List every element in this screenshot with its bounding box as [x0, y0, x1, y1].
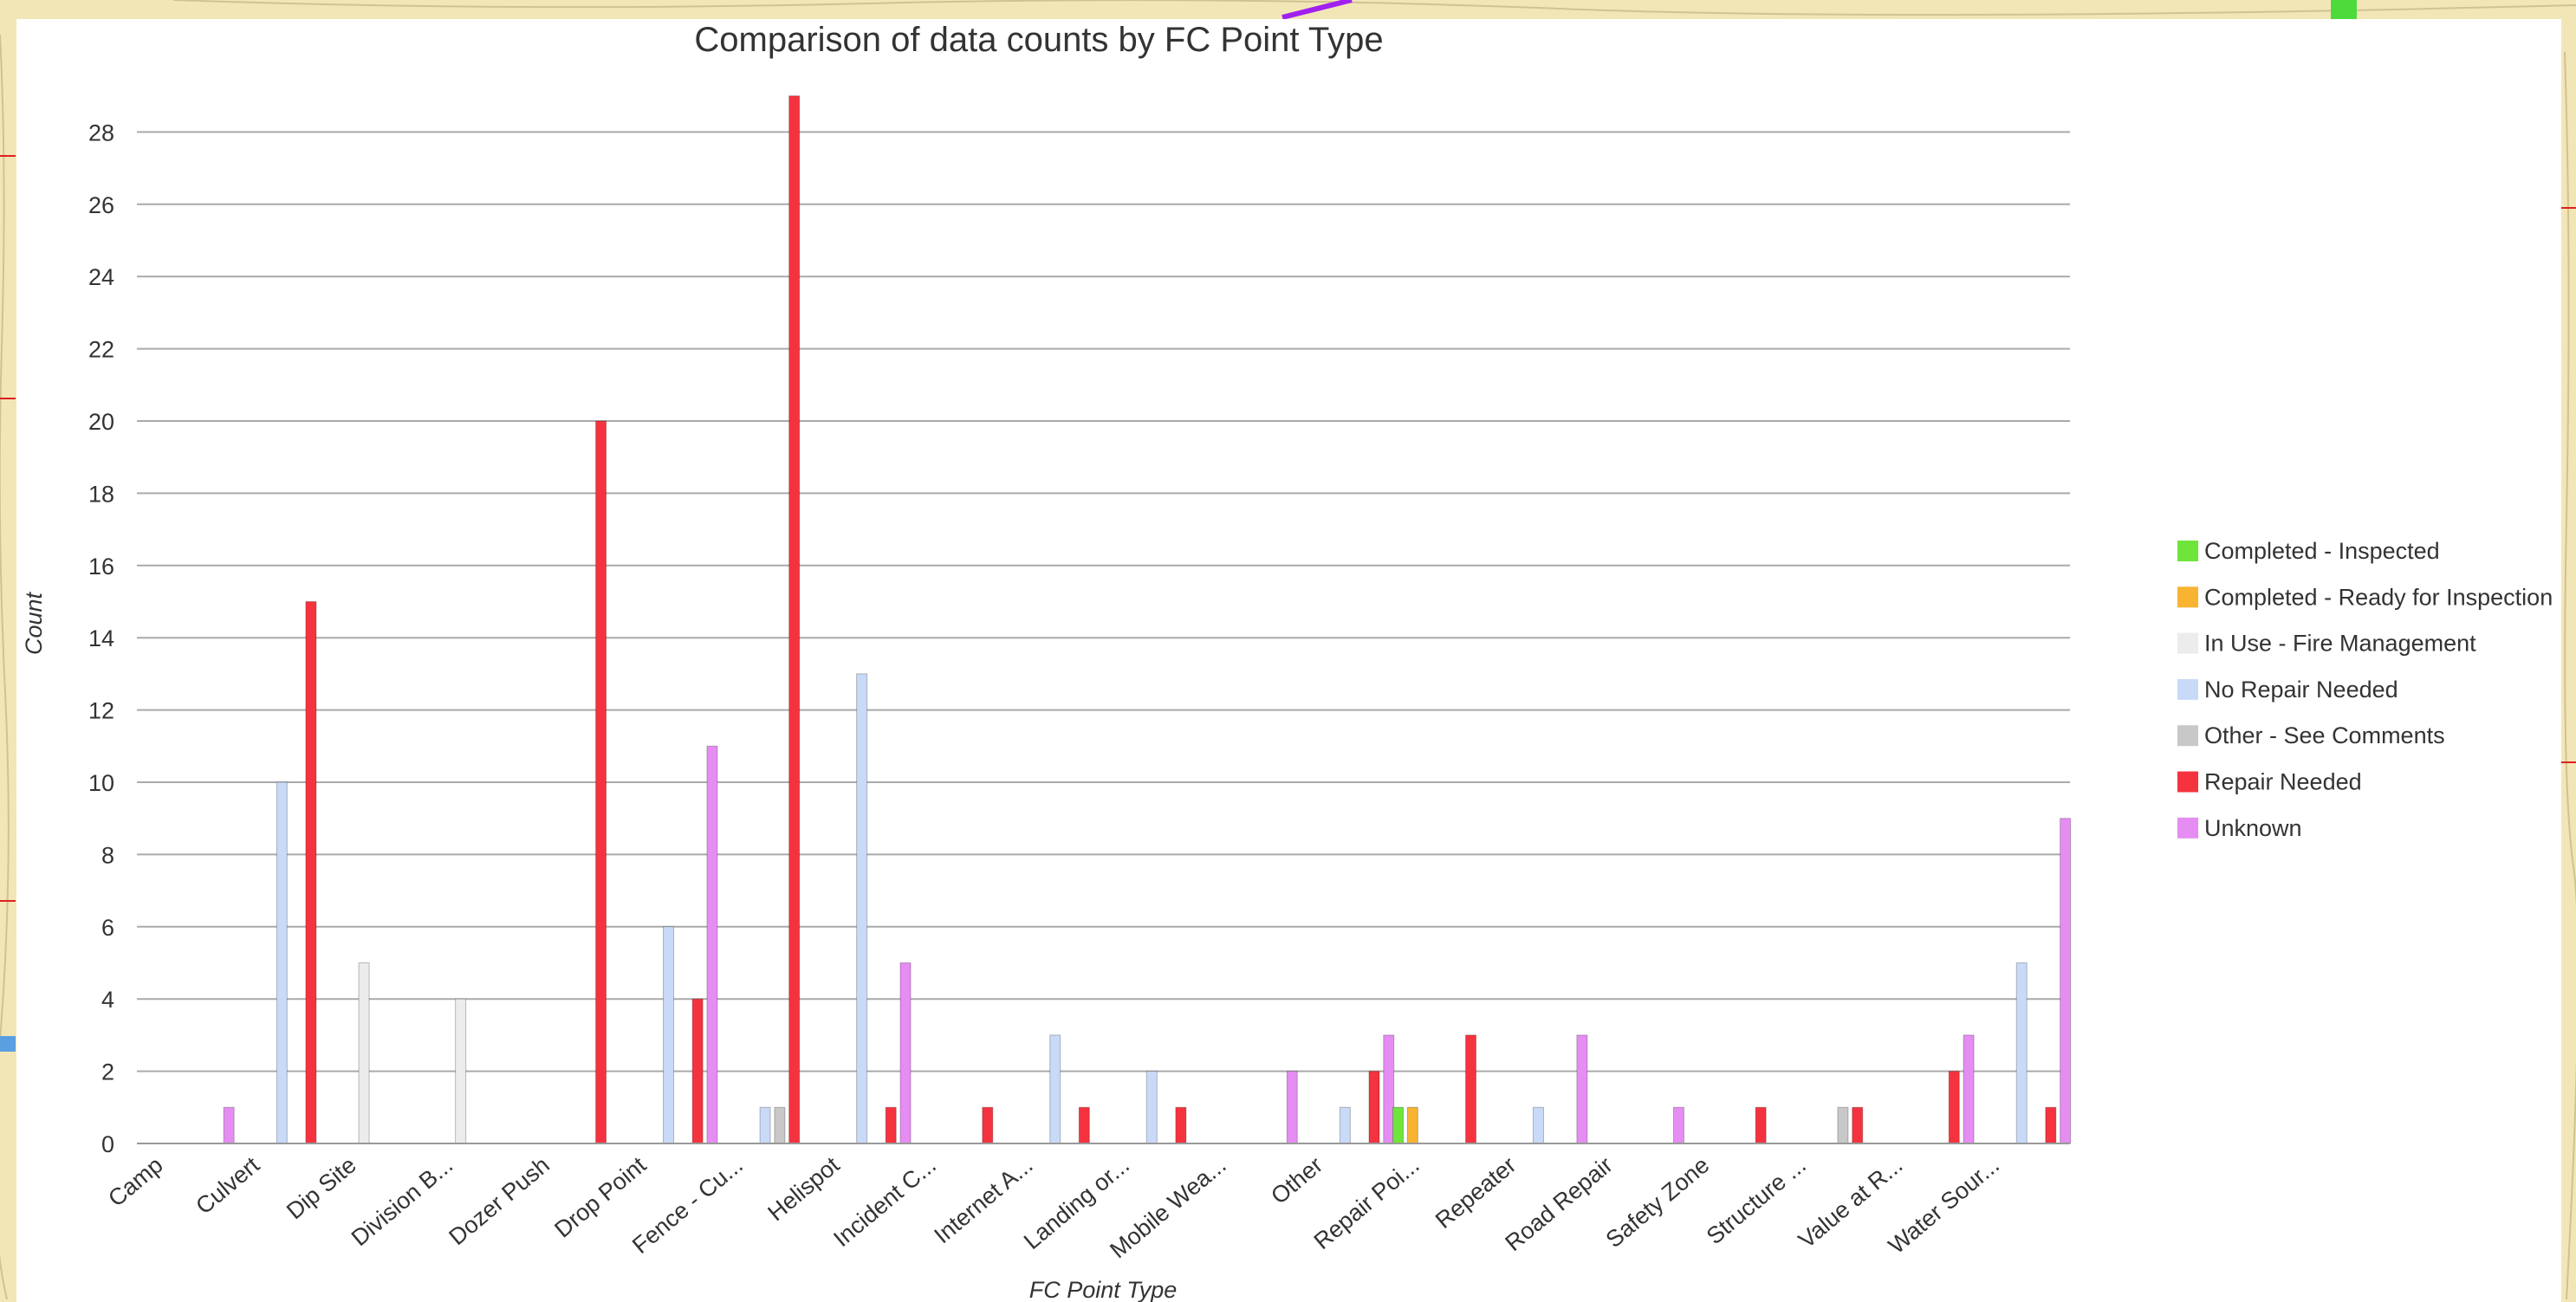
bar — [857, 674, 867, 1143]
legend: Completed - Inspected Completed - Ready f… — [2177, 538, 2553, 841]
bar — [1407, 1107, 1418, 1143]
x-tick-label: Road Repair — [1500, 1152, 1617, 1256]
bar — [2046, 1107, 2056, 1143]
y-tick-label: 26 — [88, 192, 114, 218]
x-tick-label: Camp — [103, 1152, 167, 1212]
y-tick-label: 8 — [101, 842, 114, 868]
x-tick-label: Drop Point — [549, 1151, 651, 1242]
bar — [1533, 1107, 1543, 1143]
bar — [707, 746, 717, 1143]
y-tick-label: 24 — [88, 264, 114, 290]
bar — [1466, 1035, 1476, 1143]
bar — [775, 1107, 785, 1143]
bar — [1079, 1107, 1089, 1143]
y-tick-label: 16 — [88, 554, 114, 580]
bar — [900, 963, 911, 1144]
legend-label: No Repair Needed — [2204, 677, 2398, 703]
map-feature-green — [2331, 0, 2357, 19]
bar — [1384, 1035, 1394, 1143]
y-tick-label: 2 — [101, 1059, 114, 1085]
y-tick-label: 22 — [88, 337, 114, 363]
bar — [456, 999, 466, 1143]
legend-swatch — [2177, 725, 2198, 746]
legend-label: Completed - Inspected — [2204, 538, 2440, 564]
legend-swatch — [2177, 586, 2198, 607]
y-tick-label: 18 — [88, 481, 114, 507]
x-axis-title: FC Point Type — [1029, 1277, 1178, 1302]
bar — [1838, 1107, 1848, 1143]
bar — [886, 1107, 896, 1143]
bar — [2060, 819, 2071, 1143]
bar — [1853, 1107, 1863, 1143]
bar — [760, 1107, 770, 1143]
y-tick-label: 0 — [101, 1131, 114, 1157]
bar — [1949, 1072, 1959, 1143]
legend-label: In Use - Fire Management — [2204, 631, 2476, 657]
x-tick-label: Dozer Push — [444, 1152, 554, 1251]
bar — [596, 421, 607, 1143]
y-tick-label: 4 — [101, 987, 114, 1013]
x-tick-label: Dip Site — [282, 1152, 361, 1225]
bar — [1393, 1107, 1404, 1143]
chart-panel: Comparison of data counts by FC Point Ty… — [16, 19, 2561, 1302]
bar — [359, 963, 369, 1144]
bar — [306, 602, 316, 1144]
y-tick-label: 10 — [88, 770, 114, 796]
bars — [224, 96, 2070, 1143]
chart-title: Comparison of data counts by FC Point Ty… — [694, 21, 1383, 59]
bar — [1050, 1035, 1061, 1143]
bar-chart: Comparison of data counts by FC Point Ty… — [16, 19, 2561, 1302]
legend-swatch — [2177, 772, 2198, 793]
y-tick-label: 6 — [101, 915, 114, 941]
y-tick-label: 12 — [88, 698, 114, 724]
bar — [224, 1107, 234, 1143]
legend-label: Unknown — [2204, 815, 2302, 841]
x-tick-label: Other — [1266, 1152, 1327, 1209]
y-axis-title: Count — [21, 591, 47, 655]
legend-swatch — [2177, 679, 2198, 700]
bar — [664, 927, 674, 1143]
legend-label: Completed - Ready for Inspection — [2204, 584, 2553, 610]
bar — [2016, 963, 2027, 1144]
bar — [1369, 1072, 1379, 1143]
bar — [1146, 1072, 1157, 1143]
bar — [789, 96, 800, 1143]
bar — [276, 782, 287, 1143]
y-tick-label: 20 — [88, 409, 114, 435]
y-tick-label: 14 — [88, 625, 114, 651]
bar — [983, 1107, 993, 1143]
bar — [1287, 1072, 1297, 1143]
x-tick-label: Division B... — [347, 1152, 457, 1252]
x-tick-label: Repair Poi... — [1309, 1152, 1424, 1254]
legend-label: Repair Needed — [2204, 769, 2362, 795]
x-tick-label: Safety Zone — [1601, 1152, 1715, 1253]
legend-swatch — [2177, 818, 2198, 839]
x-tick-label: Repeater — [1431, 1152, 1521, 1234]
legend-swatch — [2177, 633, 2198, 654]
bar — [1963, 1035, 1974, 1143]
x-tick-label: Culvert — [191, 1151, 264, 1219]
legend-swatch — [2177, 541, 2198, 561]
bar — [1176, 1107, 1186, 1143]
bar — [1673, 1107, 1684, 1143]
bar — [1577, 1035, 1587, 1143]
bar — [1755, 1107, 1766, 1143]
bar — [692, 999, 703, 1143]
legend-label: Other - See Comments — [2204, 722, 2445, 748]
x-tick-label: Helispot — [762, 1151, 844, 1226]
gridlines — [137, 132, 2070, 1071]
map-feature-blue — [0, 1036, 16, 1052]
bar — [1340, 1107, 1350, 1143]
y-tick-label: 28 — [88, 120, 114, 146]
x-tick-label: Incident C... — [828, 1152, 941, 1253]
